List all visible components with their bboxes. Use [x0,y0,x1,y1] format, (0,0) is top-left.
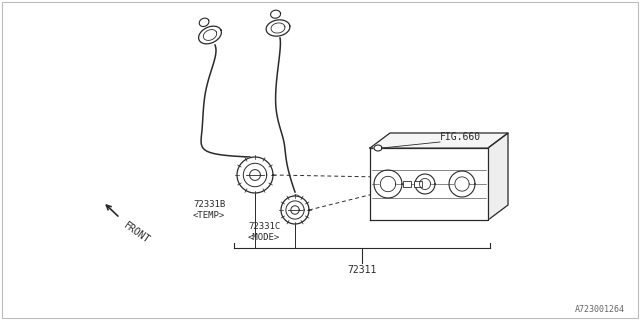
Polygon shape [198,26,221,44]
Polygon shape [370,148,488,220]
Polygon shape [266,20,290,36]
Polygon shape [199,18,209,27]
Polygon shape [370,133,508,148]
Text: FRONT: FRONT [122,220,152,245]
Text: 72311: 72311 [348,265,377,275]
Polygon shape [281,196,309,224]
Text: FIG.660: FIG.660 [440,132,481,142]
Polygon shape [455,177,469,191]
Polygon shape [250,170,260,180]
Bar [414,181,422,187]
Polygon shape [291,206,300,214]
Polygon shape [374,170,402,198]
Text: 72331C
<MODE>: 72331C <MODE> [248,222,280,242]
Polygon shape [415,174,435,194]
Text: A723001264: A723001264 [575,305,625,314]
Polygon shape [419,179,431,189]
Bar [403,181,411,187]
Text: 72331B
<TEMP>: 72331B <TEMP> [193,200,225,220]
Polygon shape [237,157,273,193]
Polygon shape [380,176,396,192]
Polygon shape [374,145,382,151]
Polygon shape [488,133,508,220]
Polygon shape [271,10,280,18]
Polygon shape [449,171,475,197]
